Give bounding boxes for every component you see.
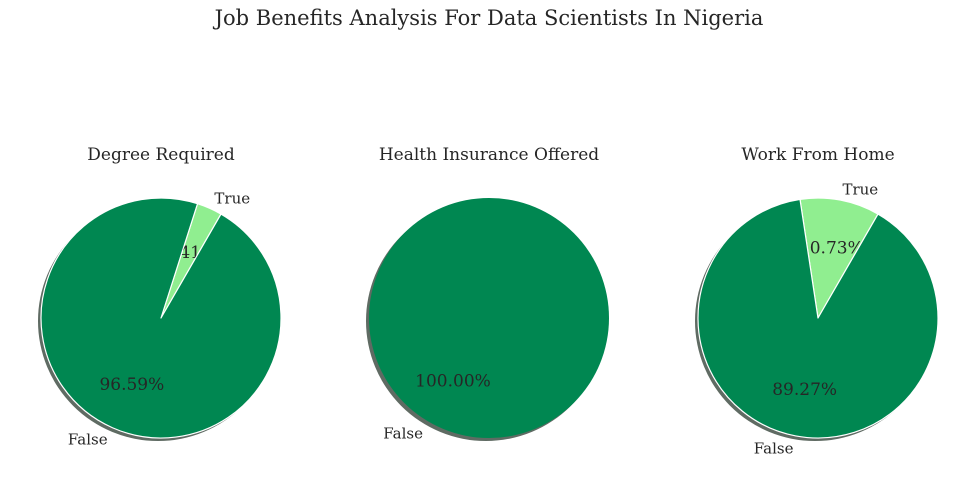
pie-title-1: Health Insurance Offered [379,145,599,165]
pie-label-0-1: False [68,431,108,449]
pie-pct-1-0: 100.00% [415,371,491,391]
pie-label-2-0: True [842,180,878,198]
pie-slice-2-1 [697,198,939,439]
pie-title-2: Work From Home [741,145,894,165]
figure-title: Job Benefits Analysis For Data Scientist… [214,6,764,30]
pie-pct-0-1: 96.59% [99,375,164,395]
pie-label-1-0: False [383,424,423,442]
pie-label-0-0: True [214,189,250,207]
pie-slice-0-1 [40,197,282,439]
pie-label-2-1: False [754,440,794,458]
pie-pct-2-0: 10.73% [799,238,864,258]
pie-pct-2-1: 89.27% [772,380,837,400]
pie-slice-2-0 [799,197,879,319]
pie-title-0: Degree Required [87,145,235,165]
pie-slice-1-0 [369,198,609,438]
